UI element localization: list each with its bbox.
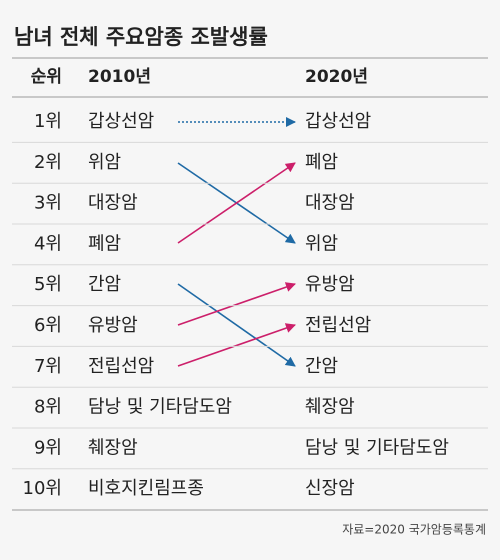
column-header: 순위 (31, 67, 62, 87)
cell: 췌장암 (88, 437, 138, 458)
rank: 10위 (23, 478, 62, 499)
arrow (177, 323, 296, 367)
arrow (177, 162, 296, 244)
cell: 유방암 (88, 315, 138, 336)
cell: 대장암 (88, 193, 138, 214)
cell: 췌장암 (305, 397, 355, 418)
cell: 신장암 (305, 478, 355, 499)
cell: 전립선암 (88, 356, 154, 377)
arrow (177, 283, 296, 367)
arrow (177, 282, 296, 326)
rank: 8위 (34, 397, 62, 418)
cell: 간암 (88, 274, 121, 295)
cell: 폐암 (305, 152, 338, 173)
rank: 1위 (34, 111, 62, 132)
rank: 2위 (34, 152, 62, 173)
cell: 갑상선암 (305, 111, 371, 132)
column-header: 2010년 (88, 67, 151, 87)
rank: 4위 (34, 233, 62, 254)
column-header: 2020년 (305, 67, 368, 87)
cell: 유방암 (305, 274, 355, 295)
rank: 9위 (34, 437, 62, 458)
cell: 간암 (305, 356, 338, 377)
rank: 5위 (34, 274, 62, 295)
cell: 전립선암 (305, 315, 371, 336)
rank: 3위 (34, 193, 62, 214)
source: 자료=2020 국가암등록통계 (342, 523, 486, 537)
rank: 7위 (34, 356, 62, 377)
cell: 위암 (305, 233, 338, 254)
cell: 폐암 (88, 233, 121, 254)
cell: 위암 (88, 152, 121, 173)
rank: 6위 (34, 315, 62, 336)
cell: 담낭 및 기타담도암 (88, 397, 232, 418)
title: 남녀 전체 주요암종 조발생률 (14, 25, 268, 49)
cell: 담낭 및 기타담도암 (305, 437, 449, 458)
cell: 갑상선암 (88, 111, 154, 132)
cell: 비호지킨림프종 (88, 478, 204, 499)
cell: 대장암 (305, 193, 355, 214)
